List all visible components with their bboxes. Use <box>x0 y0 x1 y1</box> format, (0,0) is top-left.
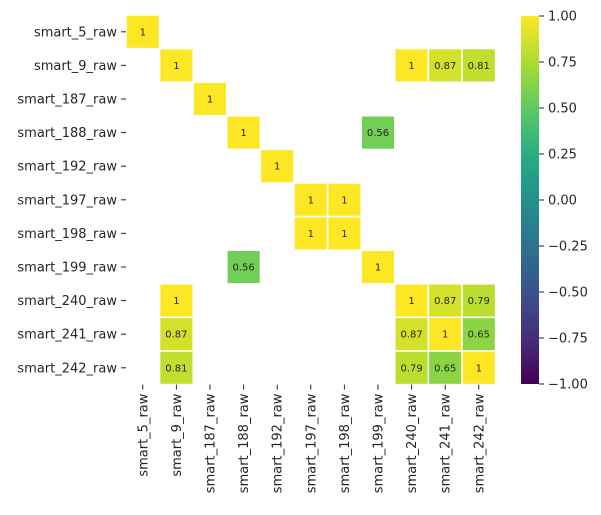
heatmap-cell <box>226 115 262 151</box>
x-tick-label: smart_242_raw <box>472 393 487 493</box>
x-tick-label: smart_5_raw <box>136 393 151 476</box>
cell-value-label: 1 <box>240 128 246 139</box>
y-tick-label: smart_197_raw <box>17 193 117 208</box>
x-tick-label: smart_192_raw <box>271 393 286 493</box>
cell-value-label: 1 <box>274 162 280 173</box>
heatmap-cell <box>326 182 362 218</box>
heatmap-cell <box>158 47 194 83</box>
heatmap-cell <box>394 283 430 319</box>
x-tick-label: smart_187_raw <box>204 393 219 493</box>
y-axis-labels: smart_5_raw smart_9_raw smart_187_rawsmart… <box>17 25 126 376</box>
heatmap-cell <box>226 249 262 285</box>
heatmap-cell <box>461 316 497 352</box>
heatmap-cell <box>158 316 194 352</box>
cell-value-label: 1 <box>476 363 482 374</box>
cell-value-label: 1 <box>173 61 179 72</box>
cell-value-label: 1 <box>408 296 414 307</box>
cell-value-label: 1 <box>173 296 179 307</box>
cell-value-label: 0.87 <box>165 330 187 341</box>
cell-value-label: 0.79 <box>468 296 490 307</box>
cell-value-label: 0.56 <box>232 263 254 274</box>
heatmap-cell <box>293 182 329 218</box>
cell-value-label: 1 <box>341 195 347 206</box>
colorbar-tick-label: 0.25 <box>548 148 577 163</box>
y-tick-label: smart_192_raw <box>17 160 117 175</box>
heatmap-cell <box>461 283 497 319</box>
cell-value-label: 0.81 <box>165 363 187 374</box>
y-tick-label: smart_5_raw <box>34 25 117 40</box>
x-tick-label: smart_198_raw <box>338 393 353 493</box>
cell-value-label: 1 <box>375 263 381 274</box>
heatmap-cell <box>360 249 396 285</box>
cell-value-label: 0.81 <box>468 61 490 72</box>
x-tick-label: smart_9_raw <box>170 393 185 476</box>
x-tick-label: smart_188_raw <box>237 393 252 493</box>
cell-value-label: 1 <box>442 330 448 341</box>
x-tick-label: smart_197_raw <box>304 393 319 493</box>
heatmap-cell <box>394 47 430 83</box>
colorbar-tick-label: −0.25 <box>548 240 588 255</box>
y-tick-label: smart_241_raw <box>17 328 117 343</box>
colorbar-tick-label: −0.50 <box>548 286 588 301</box>
colorbar-tick-label: 0.00 <box>548 194 577 209</box>
heatmap-cell <box>259 148 295 184</box>
colorbar-tick-label: 0.75 <box>548 56 577 71</box>
cell-value-label: 0.56 <box>367 128 389 139</box>
cell-value-label: 0.87 <box>400 330 422 341</box>
heatmap-cell <box>192 81 228 117</box>
x-axis-labels: smart_5_raw smart_9_raw smart_187_raw smart… <box>136 384 487 493</box>
cell-value-label: 1 <box>308 195 314 206</box>
cell-value-label: 1 <box>140 27 146 38</box>
y-tick-label: smart_9_raw <box>34 59 117 74</box>
x-tick-label: smart_199_raw <box>372 393 387 493</box>
cell-value-label: 1 <box>341 229 347 240</box>
cell-value-label: 1 <box>207 95 213 106</box>
colorbar-tick-label: −1.00 <box>548 378 588 393</box>
heatmap-cell <box>461 47 497 83</box>
y-tick-label: smart_240_raw <box>17 294 117 309</box>
heatmap-cells: 1 1 1 0.87 0.81 1 1 0.56 1 1 1 1 1 0.56 1 1 1 0.87 0.79 0.8… <box>125 14 497 386</box>
heatmap-cell <box>158 283 194 319</box>
colorbar-tick-label: 0.50 <box>548 102 577 117</box>
heatmap-cell <box>293 215 329 251</box>
cell-value-label: 0.87 <box>434 61 456 72</box>
heatmap-cell <box>461 350 497 386</box>
cell-value-label: 1 <box>408 61 414 72</box>
heatmap-cell <box>326 215 362 251</box>
colorbar: 1.00 0.75 0.50 0.25 0.00 −0.25 −0.50 −0.75 −1.00 <box>521 10 588 393</box>
cell-value-label: 0.87 <box>434 296 456 307</box>
y-tick-label: smart_188_raw <box>17 126 117 141</box>
cell-value-label: 0.65 <box>434 363 456 374</box>
cell-value-label: 1 <box>308 229 314 240</box>
y-tick-label: smart_198_raw <box>17 227 117 242</box>
x-tick-label: smart_240_raw <box>405 393 420 493</box>
heatmap-cell <box>158 350 194 386</box>
colorbar-tick-label: −0.75 <box>548 332 588 347</box>
y-tick-label: smart_242_raw <box>17 361 117 376</box>
cell-value-label: 0.65 <box>468 330 490 341</box>
x-tick-label: smart_241_raw <box>439 393 454 493</box>
heatmap-cell <box>360 115 396 151</box>
colorbar-gradient <box>521 16 539 384</box>
heatmap-cell <box>427 316 463 352</box>
y-tick-label: smart_187_raw <box>17 93 117 108</box>
cell-value-label: 0.79 <box>400 363 422 374</box>
colorbar-tick-label: 1.00 <box>548 10 577 25</box>
y-tick-label: smart_199_raw <box>17 261 117 276</box>
